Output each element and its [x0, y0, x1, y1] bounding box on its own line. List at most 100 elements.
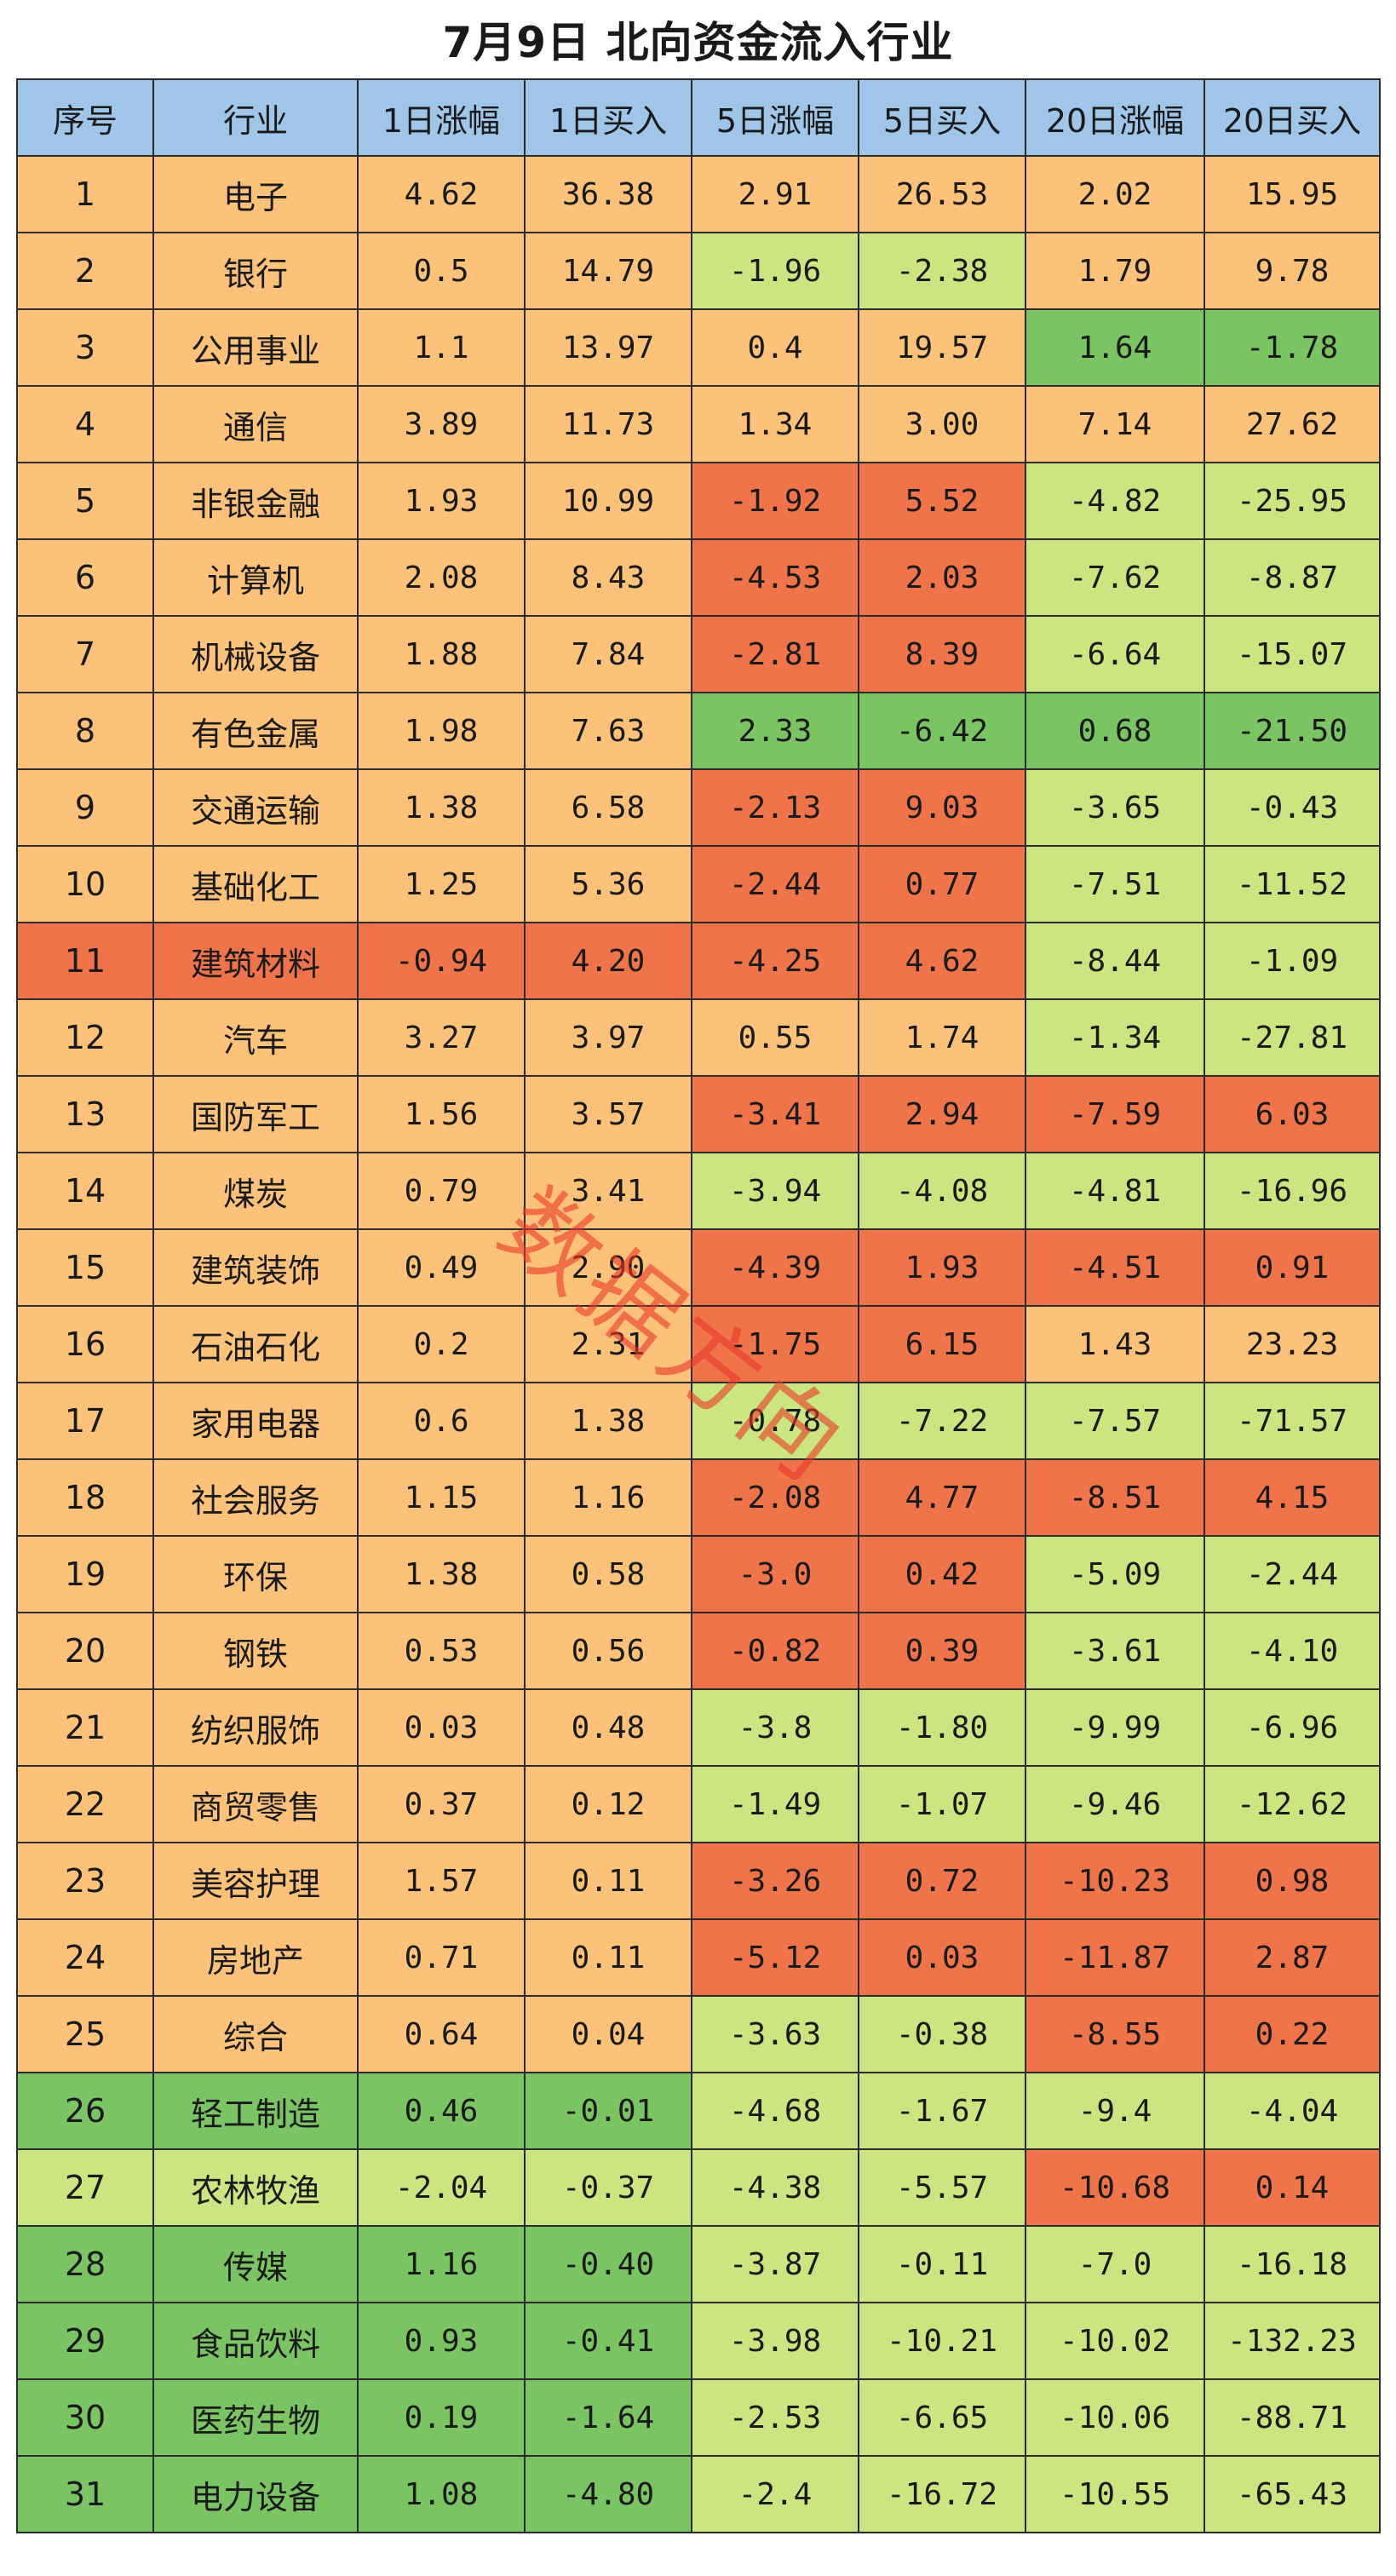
cell-5d-change: -1.75: [691, 1305, 859, 1383]
cell-1d-change: 4.62: [357, 155, 526, 233]
cell-rank: 23: [16, 1842, 154, 1920]
cell-1d-buy: 6.58: [524, 768, 692, 847]
cell-20d-buy: -11.52: [1204, 845, 1381, 923]
table-row: 13 国防军工 1.56 3.57 -3.41 2.94 -7.59 6.03: [16, 1075, 1381, 1153]
header-20d-change: 20日涨幅: [1025, 78, 1205, 157]
cell-5d-change: -1.49: [691, 1765, 859, 1843]
cell-industry: 通信: [152, 385, 359, 463]
table-row: 5 非银金融 1.93 10.99 -1.92 5.52 -4.82 -25.95: [16, 462, 1381, 540]
cell-industry: 纺织服饰: [152, 1688, 359, 1767]
table-row: 31 电力设备 1.08 -4.80 -2.4 -16.72 -10.55 -65.43: [16, 2455, 1381, 2533]
cell-1d-buy: 10.99: [524, 462, 692, 540]
table-row: 15 建筑装饰 0.49 2.90 -4.39 1.93 -4.51 0.91: [16, 1228, 1381, 1307]
cell-1d-buy: 1.16: [524, 1458, 692, 1537]
cell-20d-buy: -25.95: [1204, 462, 1381, 540]
cell-20d-buy: -27.81: [1204, 998, 1381, 1077]
cell-20d-buy: -4.04: [1204, 2072, 1381, 2150]
cell-20d-buy: -6.96: [1204, 1688, 1381, 1767]
cell-20d-buy: 6.03: [1204, 1075, 1381, 1153]
cell-1d-buy: 7.84: [524, 615, 692, 693]
cell-20d-buy: -4.10: [1204, 1612, 1381, 1690]
page-title: 7月9日 北向资金流入行业: [442, 18, 954, 67]
cell-5d-buy: -0.11: [858, 2225, 1026, 2303]
cell-5d-buy: 6.15: [858, 1305, 1026, 1383]
cell-20d-change: -7.62: [1025, 538, 1205, 617]
table-row: 16 石油石化 0.2 2.31 -1.75 6.15 1.43 23.23: [16, 1305, 1381, 1383]
cell-1d-change: 1.98: [357, 692, 526, 770]
cell-5d-change: 2.91: [691, 155, 859, 233]
cell-5d-change: -4.38: [691, 2148, 859, 2227]
cell-5d-change: -2.44: [691, 845, 859, 923]
cell-1d-change: 0.79: [357, 1152, 526, 1230]
cell-industry: 煤炭: [152, 1152, 359, 1230]
cell-industry: 轻工制造: [152, 2072, 359, 2150]
cell-1d-buy: -0.01: [524, 2072, 692, 2150]
cell-rank: 6: [16, 538, 154, 617]
cell-industry: 电子: [152, 155, 359, 233]
cell-20d-buy: 4.15: [1204, 1458, 1381, 1537]
table-row: 26 轻工制造 0.46 -0.01 -4.68 -1.67 -9.4 -4.04: [16, 2072, 1381, 2150]
table-row: 30 医药生物 0.19 -1.64 -2.53 -6.65 -10.06 -88.71: [16, 2378, 1381, 2457]
cell-20d-change: -7.59: [1025, 1075, 1205, 1153]
cell-industry: 钢铁: [152, 1612, 359, 1690]
cell-rank: 11: [16, 922, 154, 1000]
cell-20d-buy: 27.62: [1204, 385, 1381, 463]
cell-5d-change: -3.63: [691, 1995, 859, 2073]
cell-1d-buy: -0.37: [524, 2148, 692, 2227]
cell-industry: 国防军工: [152, 1075, 359, 1153]
cell-20d-change: 1.64: [1025, 308, 1205, 387]
cell-20d-change: -4.82: [1025, 462, 1205, 540]
cell-industry: 有色金属: [152, 692, 359, 770]
cell-1d-buy: -0.41: [524, 2302, 692, 2380]
table-row: 19 环保 1.38 0.58 -3.0 0.42 -5.09 -2.44: [16, 1535, 1381, 1613]
cell-20d-change: 1.79: [1025, 232, 1205, 310]
cell-1d-buy: 4.20: [524, 922, 692, 1000]
cell-1d-buy: 2.31: [524, 1305, 692, 1383]
cell-5d-buy: 2.03: [858, 538, 1026, 617]
cell-industry: 美容护理: [152, 1842, 359, 1920]
cell-industry: 环保: [152, 1535, 359, 1613]
cell-20d-buy: -1.09: [1204, 922, 1381, 1000]
cell-5d-change: 2.33: [691, 692, 859, 770]
cell-5d-change: -4.39: [691, 1228, 859, 1307]
table-row: 6 计算机 2.08 8.43 -4.53 2.03 -7.62 -8.87: [16, 538, 1381, 617]
cell-5d-change: -1.92: [691, 462, 859, 540]
table-row: 17 家用电器 0.6 1.38 -0.78 -7.22 -7.57 -71.57: [16, 1382, 1381, 1460]
cell-20d-change: 2.02: [1025, 155, 1205, 233]
cell-5d-buy: 26.53: [858, 155, 1026, 233]
table-row: 28 传媒 1.16 -0.40 -3.87 -0.11 -7.0 -16.18: [16, 2225, 1381, 2303]
cell-1d-buy: 0.11: [524, 1842, 692, 1920]
cell-industry: 农林牧渔: [152, 2148, 359, 2227]
cell-1d-buy: 0.58: [524, 1535, 692, 1613]
cell-rank: 10: [16, 845, 154, 923]
cell-20d-buy: 0.22: [1204, 1995, 1381, 2073]
cell-20d-buy: -88.71: [1204, 2378, 1381, 2457]
cell-5d-change: -2.53: [691, 2378, 859, 2457]
cell-5d-change: -2.4: [691, 2455, 859, 2533]
cell-industry: 社会服务: [152, 1458, 359, 1537]
table-row: 4 通信 3.89 11.73 1.34 3.00 7.14 27.62: [16, 385, 1381, 463]
cell-20d-buy: -15.07: [1204, 615, 1381, 693]
table-row: 1 电子 4.62 36.38 2.91 26.53 2.02 15.95: [16, 155, 1381, 233]
cell-rank: 4: [16, 385, 154, 463]
cell-1d-buy: 0.12: [524, 1765, 692, 1843]
cell-5d-change: -1.96: [691, 232, 859, 310]
cell-industry: 房地产: [152, 1918, 359, 1997]
cell-rank: 30: [16, 2378, 154, 2457]
cell-rank: 19: [16, 1535, 154, 1613]
cell-5d-change: -2.13: [691, 768, 859, 847]
header-5d-buy: 5日买入: [858, 78, 1026, 157]
header-20d-buy: 20日买入: [1204, 78, 1381, 157]
cell-5d-change: -5.12: [691, 1918, 859, 1997]
table-row: 10 基础化工 1.25 5.36 -2.44 0.77 -7.51 -11.52: [16, 845, 1381, 923]
cell-1d-change: 1.88: [357, 615, 526, 693]
cell-1d-change: 0.6: [357, 1382, 526, 1460]
cell-5d-change: -3.41: [691, 1075, 859, 1153]
cell-rank: 13: [16, 1075, 154, 1153]
cell-20d-change: -10.06: [1025, 2378, 1205, 2457]
cell-5d-buy: -7.22: [858, 1382, 1026, 1460]
cell-5d-buy: -1.07: [858, 1765, 1026, 1843]
cell-1d-buy: 14.79: [524, 232, 692, 310]
cell-5d-change: -4.53: [691, 538, 859, 617]
